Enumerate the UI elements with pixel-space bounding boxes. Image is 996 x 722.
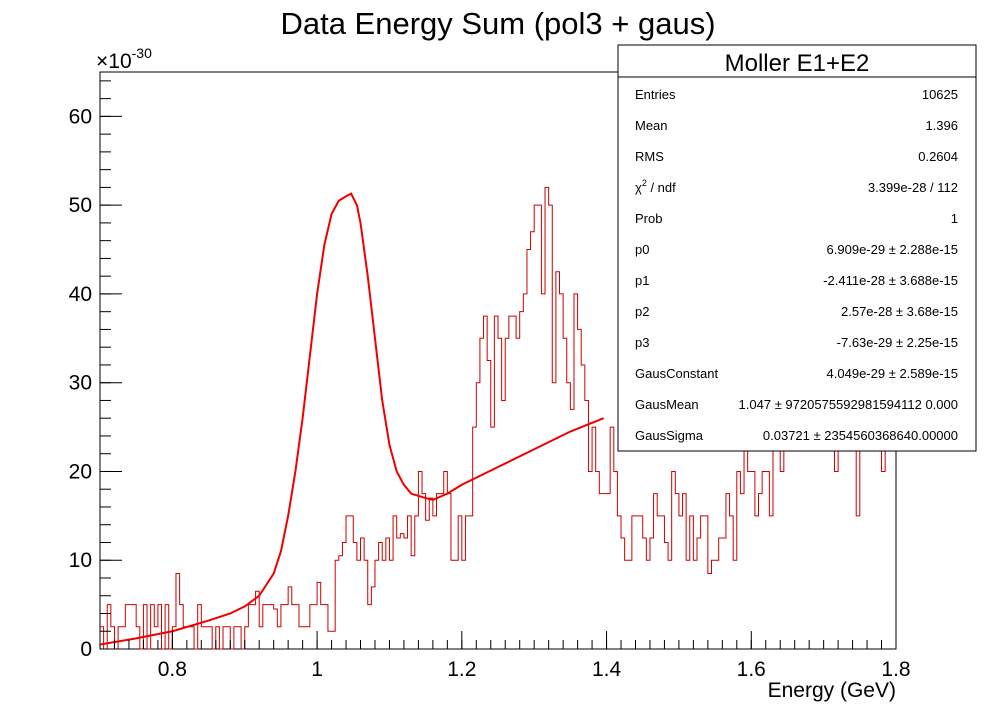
y-tick-label: 0 <box>80 638 92 661</box>
stats-row-label: GausSigma <box>635 428 704 443</box>
y-tick-label: 60 <box>69 105 92 128</box>
stats-row-label: Prob <box>635 211 662 226</box>
stats-rows: Entries 10625 Mean 1.396 RMS 0.2604 χ2 / ndf 3.… <box>635 87 958 443</box>
fit-curve <box>99 192 605 646</box>
stats-row-value: 1 <box>951 211 958 226</box>
stats-row-value: 0.2604 <box>918 149 958 164</box>
stats-row-label: p0 <box>635 242 649 257</box>
stats-row-label: RMS <box>635 149 664 164</box>
stats-row-label: GausConstant <box>635 366 718 381</box>
y-multiplier: ×10-30 <box>96 45 152 73</box>
y-tick-label: 10 <box>69 549 92 572</box>
stats-row-value: 2.57e-28 ± 3.68e-15 <box>841 304 958 319</box>
stats-row-value: 4.049e-29 ± 2.589e-15 <box>827 366 958 381</box>
stats-row-value: -2.411e-28 ± 3.688e-15 <box>823 273 958 288</box>
fit-curve-layer <box>99 192 605 646</box>
stats-row-value: 6.909e-29 ± 2.288e-15 <box>827 242 958 257</box>
stats-row-label: p3 <box>635 335 649 350</box>
histogram-layer <box>100 186 896 650</box>
stats-row-label: Entries <box>635 87 676 102</box>
stats-box-frame <box>617 44 977 452</box>
stats-row-value: 0.03721 ± 2354560368640.00000 <box>763 428 958 443</box>
stats-row-value: -7.63e-29 ± 2.25e-15 <box>837 335 958 350</box>
x-tick-label: 1.2 <box>447 658 476 681</box>
stats-title: Moller E1+E2 <box>725 50 870 77</box>
x-tick-label: 1 <box>311 658 323 681</box>
y-tick-label: 40 <box>69 283 92 306</box>
y-tick-label: 20 <box>69 460 92 483</box>
histogram-outline <box>100 186 896 650</box>
x-axis-title: Energy (GeV) <box>768 679 896 702</box>
y-tick-label: 30 <box>69 372 92 395</box>
stats-row-label: GausMean <box>635 397 699 412</box>
x-tick-label: 1.8 <box>881 658 910 681</box>
stats-row-label: p1 <box>635 273 649 288</box>
stats-row-value: 1.047 ± 9720575592981594112 0.000 <box>739 397 958 412</box>
y-axis: 0 10 20 30 40 50 60 <box>69 80 122 661</box>
x-tick-label: 1.6 <box>737 658 766 681</box>
stats-row-value: 1.396 <box>925 118 958 133</box>
stats-row-label: p2 <box>635 304 649 319</box>
x-tick-label: 1.4 <box>592 658 622 681</box>
stats-row-label: χ2 / ndf <box>635 178 676 195</box>
x-axis: 0.8 1 1.2 1.4 1.6 1.8 <box>99 631 911 681</box>
chart-title: Data Energy Sum (pol3 + gaus) <box>280 6 715 41</box>
stats-row-value: 3.399e-28 / 112 <box>868 180 958 195</box>
stats-row-label: Mean <box>635 118 668 133</box>
stats-box: Moller E1+E2 Entries 10625 Mean 1.396 RMS 0.2… <box>617 44 977 452</box>
y-tick-label: 50 <box>69 194 92 217</box>
stats-row-value: 10625 <box>922 87 958 102</box>
x-tick-label: 0.8 <box>158 658 187 681</box>
